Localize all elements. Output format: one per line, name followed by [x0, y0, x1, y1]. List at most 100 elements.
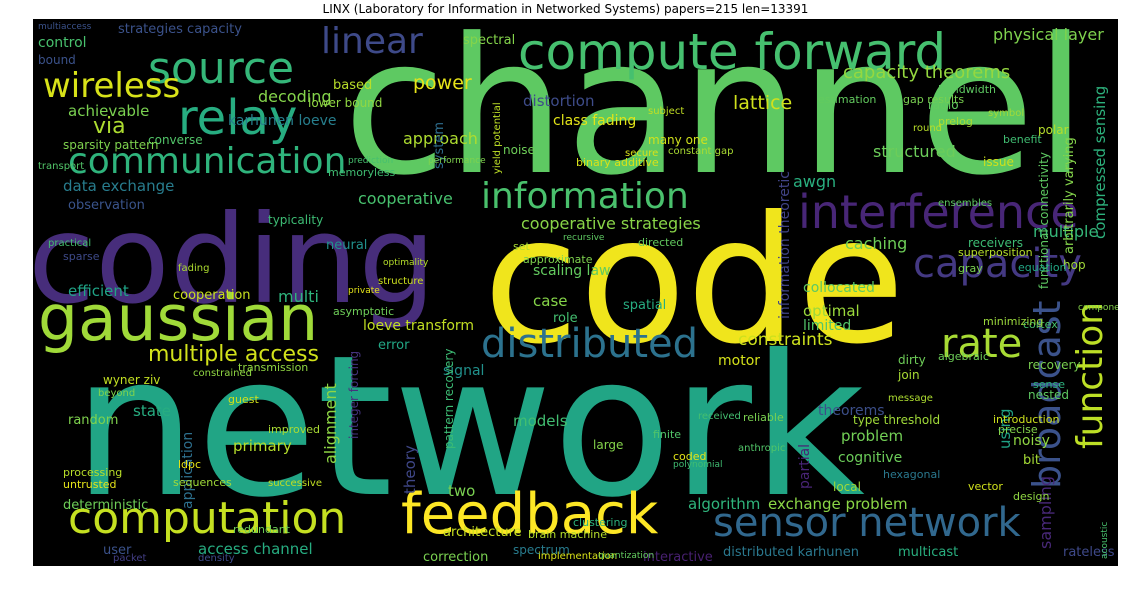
word-information: information: [481, 176, 689, 217]
word-collocated: collocated: [803, 280, 875, 296]
word-correction: correction: [423, 550, 489, 565]
word-noisy: noisy: [1013, 433, 1050, 449]
word-approach: approach: [403, 129, 478, 148]
word-clustering: clustering: [573, 516, 628, 529]
word-benefit: benefit: [1003, 133, 1042, 146]
word-signal: signal: [443, 363, 485, 379]
word-strategies-capacity: strategies capacity: [118, 22, 242, 37]
word-recovery: recovery: [1028, 358, 1081, 372]
word-distributed-karhunen: distributed karhunen: [723, 545, 859, 560]
word-spatial: spatial: [623, 298, 667, 313]
word-symbol: symbol: [988, 108, 1025, 119]
word-alignment: alignment: [321, 383, 340, 464]
word-observation: observation: [68, 198, 145, 213]
word-power: power: [413, 72, 472, 94]
word-partial: partial: [797, 443, 813, 489]
word-primary: primary: [233, 437, 292, 455]
word-prediction: prediction: [348, 156, 394, 166]
word-coded: coded: [673, 450, 707, 463]
word-theorems: theorems: [818, 403, 885, 419]
word-error: error: [378, 338, 410, 353]
word-bandwidth: bandwidth: [938, 83, 996, 96]
word-introduction: introduction: [993, 413, 1060, 426]
word-pattern-recovery: pattern recovery: [442, 348, 456, 449]
word-untrusted: untrusted: [63, 478, 117, 491]
word-interference: interference: [798, 185, 1079, 239]
word-hexagonal: hexagonal: [883, 468, 941, 481]
word-multi: multi: [278, 287, 319, 306]
word-user: user: [103, 543, 132, 558]
word-integer-forcing: integer forcing: [347, 350, 361, 439]
word-capacity: capacity: [913, 241, 1082, 287]
word-communication: communication: [68, 141, 347, 182]
word-asymptotic: asymptotic: [333, 305, 395, 318]
word-local: local: [833, 480, 861, 494]
word-role: role: [553, 311, 578, 326]
word-estimation: estimation: [818, 93, 877, 106]
word-noise: noise: [503, 143, 535, 157]
word-case: case: [533, 292, 568, 310]
word-approximate: approximate: [523, 253, 593, 266]
word-type-threshold: type threshold: [853, 413, 941, 427]
page-title: LINX (Laboratory for Information in Netw…: [322, 2, 809, 16]
word-many-one: many one: [648, 133, 708, 147]
word-optimality: optimality: [383, 258, 429, 268]
word-cloud: network channel code coding compute forw…: [33, 19, 1118, 566]
word-secure: secure: [625, 148, 659, 159]
word-constraints: constraints: [738, 330, 833, 350]
word-acoustic: acoustic: [1100, 521, 1110, 559]
word-round: round: [913, 123, 943, 134]
word-nested: nested: [1028, 388, 1069, 402]
word-sparse: sparse: [63, 250, 100, 263]
word-private: private: [348, 286, 380, 296]
word-structure: structure: [378, 276, 424, 287]
word-karhunen-loeve: karhunen loeve: [228, 113, 337, 129]
word-message: message: [888, 393, 933, 404]
word-scaling-law: scaling law: [533, 263, 611, 279]
word-based: based: [333, 78, 373, 93]
word-computation: computation: [68, 493, 347, 544]
word-gaussian: gaussian: [38, 282, 319, 355]
word-prelog: prelog: [938, 115, 973, 128]
word-bound: bound: [38, 53, 76, 67]
word-structured: structured: [873, 142, 956, 161]
word-set: set: [513, 240, 530, 253]
word-compute-forward: compute forward: [518, 23, 947, 81]
word-arbitrarily-varying: arbitrarily varying: [1062, 137, 1077, 254]
word-awgn: awgn: [793, 172, 837, 191]
word-radio: radio: [928, 98, 959, 112]
word-vector: vector: [968, 480, 1003, 493]
word-channel: channel: [343, 19, 1087, 217]
word-physical-layer: physical layer: [993, 25, 1104, 44]
word-cortex: cortex: [1023, 318, 1058, 331]
word-join: join: [898, 368, 920, 382]
word-rateless: rateless: [1063, 545, 1115, 560]
word-rate: rate: [941, 321, 1023, 367]
word-network: network: [73, 313, 865, 540]
word-guest: guest: [228, 393, 259, 406]
word-gap-results: gap results: [903, 93, 965, 106]
word-neural: neural: [326, 238, 368, 253]
word-lower-bound: lower bound: [308, 96, 383, 110]
word-memoryless: memoryless: [328, 166, 396, 179]
word-function: function: [1070, 301, 1111, 449]
word-packet: packet: [113, 553, 147, 564]
word-capacity-theorems: capacity theorems: [843, 62, 1011, 83]
word-state: state: [133, 402, 171, 420]
word-transport: transport: [38, 161, 85, 172]
word-class-fading: class fading: [553, 113, 637, 129]
word-cognitive: cognitive: [838, 450, 903, 466]
word-cooperative: cooperative: [358, 189, 453, 208]
word-exchange-problem: exchange problem: [768, 495, 908, 513]
word-ensembles: ensembles: [938, 198, 993, 209]
word-multiaccess: multiaccess: [38, 22, 92, 32]
word-typicality: typicality: [268, 213, 324, 227]
word-sampling: sampling: [1036, 475, 1055, 549]
word-precise: precise: [998, 423, 1038, 436]
word-achievable: achievable: [68, 102, 150, 120]
word-finite: finite: [653, 428, 682, 441]
word-constrained: constrained: [193, 368, 252, 379]
word-subject: subject: [648, 106, 685, 117]
word-linear: linear: [321, 21, 423, 62]
word-motor: motor: [718, 353, 761, 369]
